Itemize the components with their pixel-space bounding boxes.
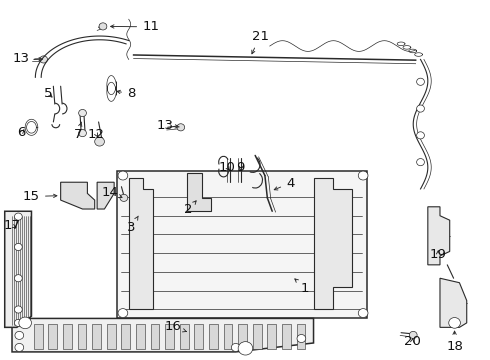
Bar [195, 324, 203, 349]
Text: 15: 15 [23, 190, 57, 203]
Circle shape [409, 331, 417, 338]
Bar [165, 324, 174, 349]
Text: 12: 12 [88, 127, 105, 140]
Text: 13: 13 [12, 52, 42, 65]
Circle shape [79, 130, 86, 137]
Bar [268, 324, 276, 349]
Bar [107, 324, 116, 349]
Circle shape [40, 56, 48, 63]
Bar [150, 324, 159, 349]
Circle shape [231, 343, 240, 351]
Circle shape [19, 317, 31, 329]
Circle shape [14, 306, 22, 313]
Circle shape [358, 309, 368, 318]
Polygon shape [5, 211, 31, 327]
Bar [180, 324, 189, 349]
Circle shape [118, 171, 128, 180]
Circle shape [449, 318, 461, 328]
Polygon shape [129, 178, 153, 310]
Bar [136, 324, 145, 349]
Circle shape [358, 171, 368, 180]
Text: 20: 20 [404, 335, 421, 348]
Bar [122, 324, 130, 349]
Text: 16: 16 [164, 320, 187, 333]
Text: 8: 8 [117, 87, 135, 100]
Circle shape [238, 342, 253, 355]
Bar [238, 324, 247, 349]
Text: 7: 7 [74, 122, 82, 140]
Text: 6: 6 [18, 126, 26, 139]
Text: 10: 10 [219, 161, 236, 174]
Text: 2: 2 [184, 201, 196, 216]
Circle shape [177, 124, 185, 131]
Bar [34, 324, 43, 349]
Circle shape [15, 343, 24, 351]
Bar [49, 324, 57, 349]
Circle shape [416, 105, 424, 112]
Circle shape [14, 213, 22, 220]
Circle shape [120, 194, 128, 202]
Circle shape [14, 275, 22, 282]
Text: 21: 21 [251, 30, 269, 54]
Circle shape [14, 319, 22, 327]
Circle shape [15, 331, 24, 339]
Circle shape [99, 23, 107, 30]
Text: 17: 17 [3, 219, 21, 232]
Bar [253, 324, 262, 349]
Text: 14: 14 [102, 185, 122, 199]
Circle shape [297, 334, 306, 342]
Polygon shape [187, 173, 211, 211]
Text: 3: 3 [127, 216, 138, 234]
Circle shape [79, 109, 86, 117]
Circle shape [95, 137, 104, 146]
Text: 11: 11 [111, 21, 159, 33]
Circle shape [14, 243, 22, 251]
Bar [78, 324, 86, 349]
Text: 19: 19 [430, 248, 446, 261]
Polygon shape [97, 182, 114, 209]
Polygon shape [440, 278, 467, 327]
Bar [223, 324, 232, 349]
Circle shape [416, 158, 424, 166]
Text: 18: 18 [446, 331, 463, 352]
Bar [92, 324, 101, 349]
Polygon shape [61, 182, 95, 209]
Polygon shape [117, 171, 367, 319]
Bar [209, 324, 218, 349]
Bar [282, 324, 291, 349]
Circle shape [416, 132, 424, 139]
Circle shape [118, 309, 128, 318]
Bar [63, 324, 72, 349]
Text: 13: 13 [157, 118, 179, 131]
Bar [296, 324, 305, 349]
Text: 4: 4 [274, 177, 294, 190]
Text: 5: 5 [44, 87, 53, 100]
Polygon shape [428, 207, 450, 265]
Text: 1: 1 [295, 279, 310, 294]
Text: 9: 9 [236, 161, 245, 174]
Polygon shape [314, 178, 352, 310]
Polygon shape [12, 319, 314, 352]
Circle shape [416, 78, 424, 85]
